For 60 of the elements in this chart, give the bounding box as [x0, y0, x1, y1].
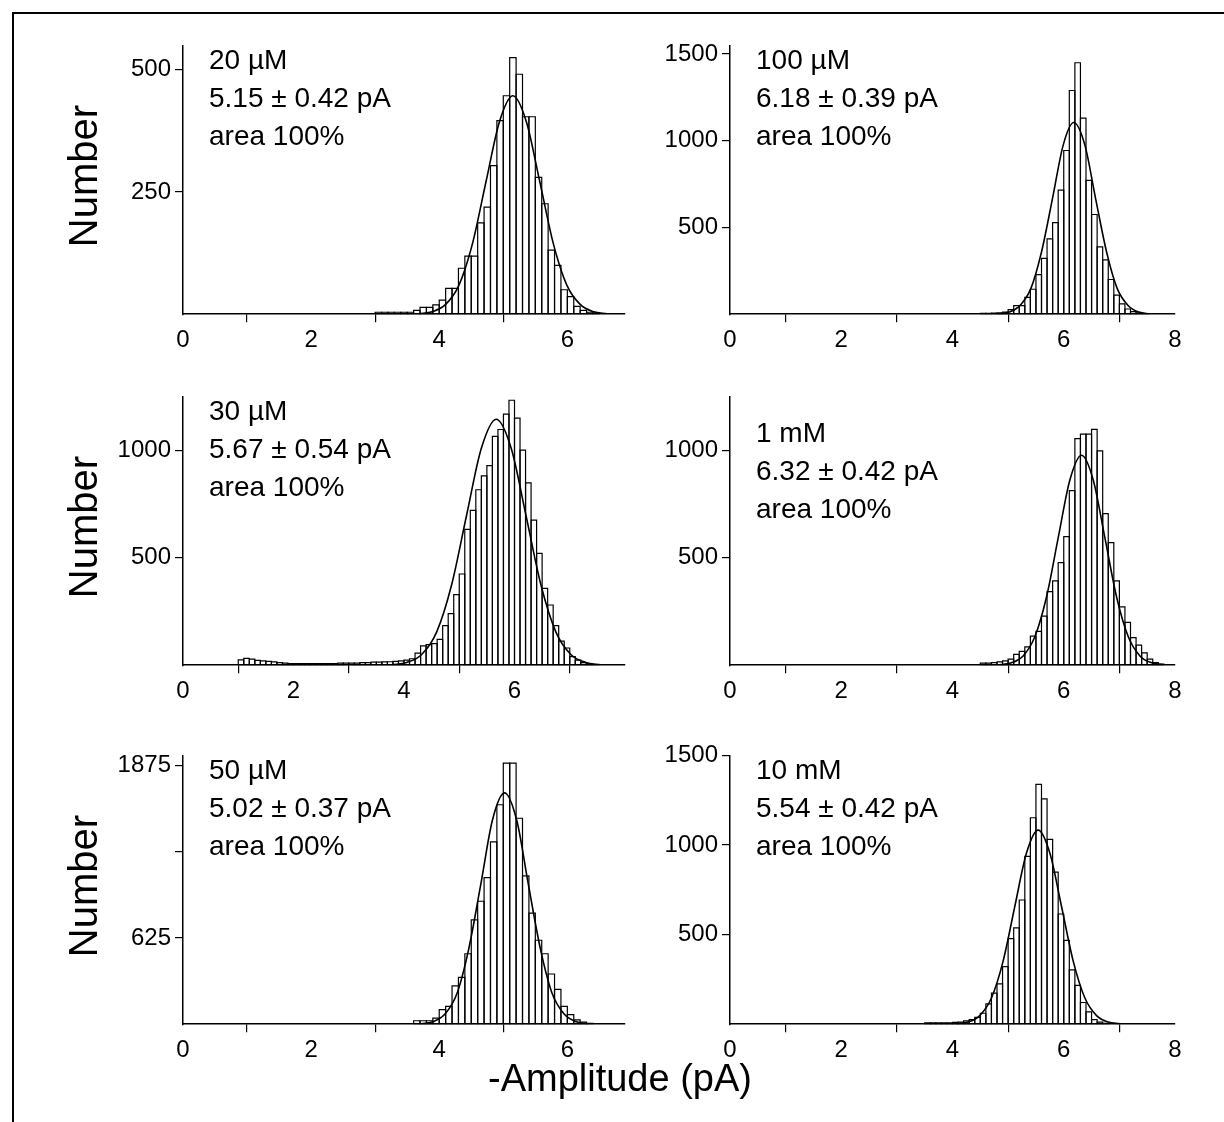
- y-tick-label: 500: [677, 542, 718, 570]
- y-axis-title: Number: [60, 104, 106, 247]
- annotation: area 100%: [209, 120, 345, 152]
- x-tick-label: 2: [304, 325, 318, 353]
- annotation: 50 µM: [209, 754, 288, 786]
- y-tick-label: 625: [130, 922, 171, 950]
- annotation: 5.54 ± 0.42 pA: [756, 792, 939, 824]
- x-tick-label: 8: [1168, 676, 1182, 704]
- y-tick-label: 500: [130, 54, 171, 82]
- annotation: 5.67 ± 0.54 pA: [209, 433, 392, 465]
- x-tick-label: 4: [945, 1035, 960, 1063]
- y-tick-label: 1000: [664, 434, 718, 462]
- y-tick-label: 1000: [117, 434, 171, 462]
- annotation: 20 µM: [209, 44, 288, 76]
- annotation: area 100%: [756, 830, 892, 862]
- x-tick-label: 4: [432, 1035, 446, 1063]
- x-tick-label: 0: [723, 325, 737, 353]
- x-tick-label: 8: [1168, 1035, 1182, 1063]
- x-tick-label: 2: [304, 1035, 318, 1063]
- y-tick-label: 1500: [664, 38, 718, 66]
- annotation: 5.02 ± 0.37 pA: [209, 792, 392, 824]
- y-axis-title: Number: [60, 455, 106, 598]
- x-tick-label: 4: [945, 325, 960, 353]
- annotation: 100 µM: [756, 44, 850, 76]
- y-tick-label: 1000: [664, 125, 718, 153]
- annotation: area 100%: [756, 120, 892, 152]
- y-tick-label: 500: [677, 919, 718, 947]
- y-tick-label: 1500: [664, 740, 718, 768]
- annotation: 10 mM: [756, 754, 842, 786]
- annotation: area 100%: [209, 830, 345, 862]
- x-tick-label: 2: [834, 325, 848, 353]
- x-tick-label: 4: [397, 676, 411, 704]
- x-tick-label: 0: [176, 1035, 190, 1063]
- y-tick-label: 1875: [117, 750, 171, 778]
- x-tick-label: 0: [176, 676, 190, 704]
- x-tick-label: 4: [432, 325, 446, 353]
- annotation: 6.18 ± 0.39 pA: [756, 82, 939, 114]
- x-tick-label: 0: [723, 676, 737, 704]
- annotation: 1 mM: [756, 417, 826, 449]
- annotation: area 100%: [756, 493, 892, 525]
- x-tick-label: 0: [176, 325, 190, 353]
- annotation: 30 µM: [209, 395, 288, 427]
- x-tick-label: 8: [1168, 325, 1182, 353]
- x-tick-label: 6: [507, 676, 522, 704]
- x-tick-label: 6: [1057, 325, 1071, 353]
- x-tick-label: 2: [834, 676, 848, 704]
- x-tick-label: 4: [945, 676, 960, 704]
- y-tick-label: 1000: [664, 829, 718, 857]
- y-tick-label: 250: [130, 176, 171, 204]
- annotation: 5.15 ± 0.42 pA: [209, 82, 392, 114]
- y-tick-label: 500: [130, 542, 171, 570]
- x-tick-label: 6: [1057, 676, 1071, 704]
- x-tick-label: 6: [560, 325, 575, 353]
- annotation: 6.32 ± 0.42 pA: [756, 455, 939, 487]
- y-tick-label: 500: [677, 212, 718, 240]
- y-axis-title: Number: [60, 814, 106, 957]
- x-tick-label: 2: [286, 676, 301, 704]
- x-tick-label: 2: [834, 1035, 848, 1063]
- annotation: area 100%: [209, 471, 345, 503]
- x-tick-label: 6: [1057, 1035, 1071, 1063]
